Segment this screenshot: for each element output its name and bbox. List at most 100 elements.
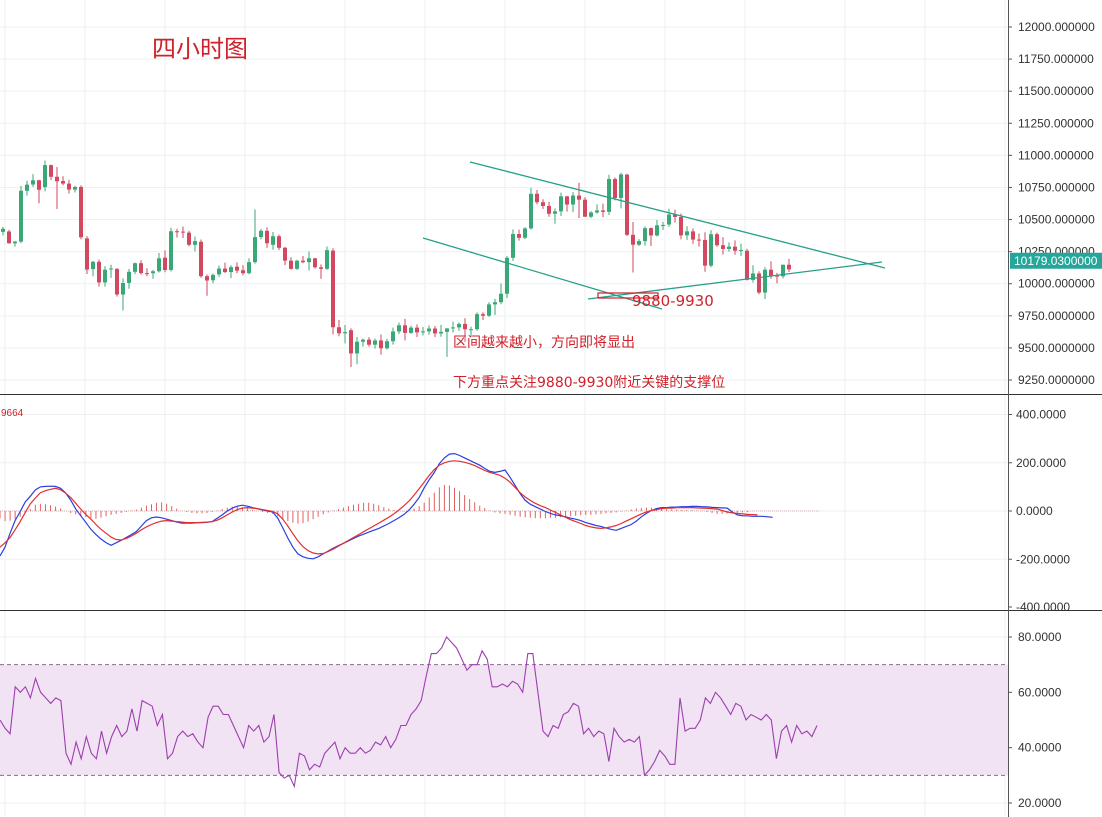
candle-body: [343, 332, 347, 334]
candle-body: [259, 230, 263, 238]
candle-body: [301, 260, 305, 263]
candle-body: [439, 331, 443, 334]
candle-body: [337, 327, 341, 334]
candle-body: [247, 262, 251, 274]
candle-body: [253, 237, 257, 263]
candle-body: [313, 258, 317, 268]
candle-body: [703, 239, 707, 266]
candle-body: [241, 270, 245, 274]
candle-body: [271, 236, 275, 245]
rsi-layer: [0, 636, 818, 789]
rsi-tick-label: 40.0000: [1018, 741, 1062, 755]
candle-body: [391, 331, 395, 342]
candle-body: [637, 241, 641, 245]
candle-body: [511, 234, 515, 258]
candle-body: [607, 178, 611, 212]
candle-body: [157, 258, 161, 272]
price-tick-label: 11250.000000: [1018, 116, 1094, 130]
candle-body: [583, 199, 587, 217]
candle-body: [175, 231, 179, 233]
candle-body: [787, 264, 791, 270]
candle-body: [535, 193, 539, 203]
candle-body: [307, 258, 311, 263]
candle-body: [139, 263, 143, 274]
candle-body: [727, 246, 731, 249]
macd-tick-label: -200.0000: [1016, 552, 1070, 566]
candle-body: [169, 231, 173, 270]
candle-body: [697, 239, 701, 241]
rsi-band-layer: [0, 664, 1008, 776]
axis-layer: 12000.000000 11750.000000 11500.000000 1125…: [1008, 20, 1102, 810]
candle-body: [547, 205, 551, 214]
candle-body: [43, 165, 47, 188]
candle-body: [397, 325, 401, 332]
candle-body: [379, 340, 383, 349]
candle-body: [577, 195, 581, 200]
candle-body: [229, 267, 233, 273]
candle-body: [1, 228, 5, 232]
price-tick-label: 9750.0000000: [1018, 309, 1095, 323]
candle-body: [541, 202, 545, 206]
candle-body: [673, 214, 677, 217]
macd-layer: [0, 452, 820, 560]
candle-body: [469, 329, 473, 331]
rsi-overbought-oversold-band: [0, 664, 1008, 776]
current-price-label: 10179.0300000: [1014, 254, 1098, 268]
candle-body: [145, 273, 149, 275]
candle-body: [61, 181, 65, 184]
signal-line: [0, 460, 758, 555]
candle-body: [463, 323, 467, 330]
candle-body: [493, 302, 497, 305]
price-tick-label: 10750.000000: [1018, 180, 1095, 194]
candle-body: [7, 231, 11, 244]
candle-body: [565, 196, 569, 205]
candle-body: [361, 339, 365, 342]
candle-body: [103, 269, 107, 283]
candle-body: [283, 247, 287, 261]
candle-body: [679, 216, 683, 236]
price-tick-label: 11000.000000: [1018, 148, 1094, 162]
candle-body: [109, 268, 113, 270]
candle-body: [19, 190, 23, 242]
rsi-tick-label: 20.0000: [1018, 796, 1062, 810]
candle-body: [163, 257, 167, 270]
candle-body: [295, 260, 299, 269]
candle-body: [85, 238, 89, 270]
candle-body: [421, 331, 425, 333]
candle-body: [31, 180, 35, 185]
candle-body: [73, 186, 77, 190]
candle-body: [427, 328, 431, 332]
candle-body: [457, 323, 461, 328]
candle-body: [571, 195, 575, 205]
macd-tick-label: 200.0000: [1016, 456, 1066, 470]
candle-body: [751, 273, 755, 280]
candle-body: [487, 304, 491, 316]
candle-body: [721, 245, 725, 249]
price-tick-label: 9250.0000000: [1018, 373, 1095, 387]
candle-body: [517, 234, 521, 238]
candle-body: [475, 314, 479, 330]
candle-body: [445, 328, 449, 332]
candle-body: [415, 327, 419, 333]
candle-body: [115, 268, 119, 295]
price-tick-label: 12000.000000: [1018, 20, 1095, 34]
candle-body: [625, 174, 629, 235]
candle-body: [217, 268, 221, 275]
candle-body: [373, 340, 377, 345]
candle-body: [55, 176, 59, 182]
rsi-tick-label: 60.0000: [1018, 685, 1062, 699]
candle-body: [49, 165, 53, 177]
candle-body: [181, 231, 185, 233]
macd-tick-label: 400.0000: [1016, 408, 1066, 422]
candle-body: [97, 261, 101, 283]
candle-body: [289, 260, 293, 269]
candle-body: [553, 211, 557, 214]
lower-channel-line: [422, 237, 663, 310]
candle-body: [133, 263, 137, 272]
candle-body: [481, 314, 485, 316]
candle-body: [25, 184, 29, 191]
candle-body: [79, 186, 83, 238]
candle-body: [193, 241, 197, 245]
candle-body: [91, 261, 95, 270]
candle-body: [631, 234, 635, 245]
